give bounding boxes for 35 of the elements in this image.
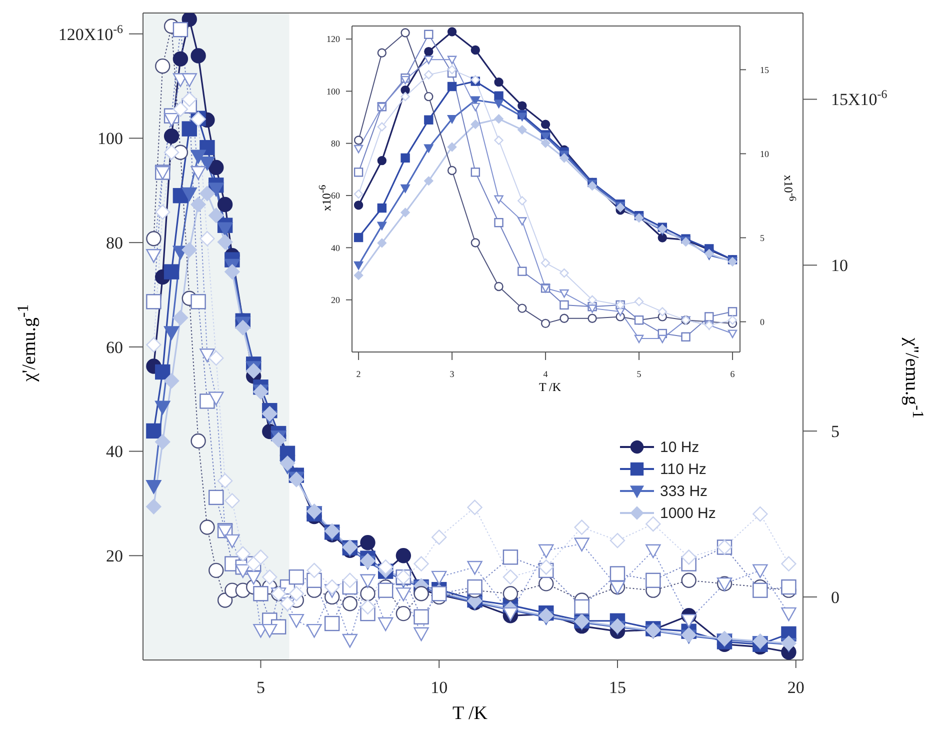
x-tick-label: 10 <box>430 678 448 697</box>
y-tick-label: 80 <box>106 234 123 253</box>
y-tick-label: 120 <box>326 34 340 44</box>
y-tick-label: 100 <box>326 86 340 96</box>
x-tick-label: 15 <box>608 678 626 697</box>
x-tick-label: 4 <box>543 369 548 379</box>
legend-label: 110 Hz <box>660 460 706 478</box>
x-axis-title: T /K <box>538 380 562 395</box>
x-tick-label: 5 <box>256 678 265 697</box>
y2-tick-label: 5 <box>831 422 840 442</box>
legend-label: 333 Hz <box>660 482 708 500</box>
y-tick-label: 80 <box>331 138 340 149</box>
y-tick-label: 20 <box>331 294 340 305</box>
x-tick-label: 20 <box>787 678 804 697</box>
y-tick-label: 120X10$^{-6}$ <box>58 22 124 44</box>
y-tick-label: 40 <box>106 442 123 462</box>
y-tick-label: 60 <box>106 338 123 357</box>
y-tick-label: 40 <box>331 242 340 253</box>
x-axis-title: T /K <box>452 703 488 725</box>
legend-label: 10 Hz <box>660 438 700 456</box>
y2-tick-label: 5 <box>760 232 765 243</box>
x-tick-label: 6 <box>730 369 736 379</box>
x-tick-label: 2 <box>356 369 361 379</box>
y2-tick-label: 15X10$^{-6}$ <box>831 87 888 110</box>
y2-tick-label: 0 <box>831 588 840 607</box>
y2-tick-label: 10 <box>831 256 848 276</box>
x-tick-label: 3 <box>450 369 455 379</box>
y-tick-label: 20 <box>106 546 123 566</box>
x-tick-label: 5 <box>636 369 642 379</box>
legend-label: 1000 Hz <box>660 504 716 522</box>
y-tick-label: 100 <box>98 129 123 148</box>
y2-tick-label: 0 <box>760 316 765 327</box>
y2-tick-label: 10 <box>760 148 770 159</box>
y-tick-label: 60 <box>331 190 340 201</box>
y2-tick-label: 15 <box>760 64 770 75</box>
